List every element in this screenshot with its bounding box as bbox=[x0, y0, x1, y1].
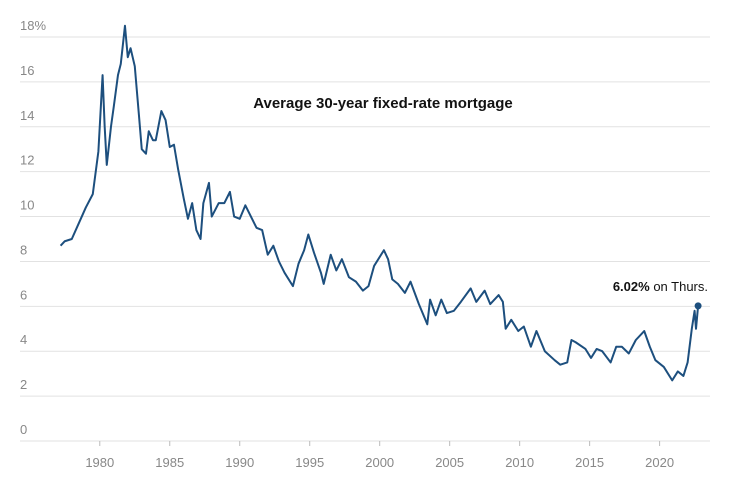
x-tick-label: 1980 bbox=[85, 455, 114, 470]
y-tick-label: 18% bbox=[20, 18, 46, 33]
x-tick-label: 2020 bbox=[645, 455, 674, 470]
x-tick-label: 1995 bbox=[295, 455, 324, 470]
y-tick-label: 2 bbox=[20, 377, 27, 392]
x-tick-label: 2010 bbox=[505, 455, 534, 470]
x-tick-label: 2015 bbox=[575, 455, 604, 470]
line bbox=[59, 24, 700, 382]
y-tick-label: 4 bbox=[20, 332, 27, 347]
end-point bbox=[694, 302, 702, 310]
annotation-text: on Thurs. bbox=[653, 279, 708, 294]
y-tick-label: 16 bbox=[20, 63, 34, 78]
y-tick-label: 12 bbox=[20, 153, 34, 168]
chart-title: Average 30-year fixed-rate mortgage bbox=[253, 95, 513, 112]
x-tick-label: 2000 bbox=[365, 455, 394, 470]
y-tick-label: 14 bbox=[20, 108, 34, 123]
y-tick-label: 0 bbox=[20, 422, 27, 437]
annotation-value: 6.02% bbox=[613, 279, 650, 294]
annotation: 6.02% on Thurs. bbox=[613, 279, 708, 294]
x-tick-label: 1990 bbox=[225, 455, 254, 470]
y-tick-label: 10 bbox=[20, 198, 34, 213]
y-tick-label: 8 bbox=[20, 242, 27, 257]
y-tick-label: 6 bbox=[20, 287, 27, 302]
x-tick-label: 1985 bbox=[155, 455, 184, 470]
x-tick-label: 2005 bbox=[435, 455, 464, 470]
